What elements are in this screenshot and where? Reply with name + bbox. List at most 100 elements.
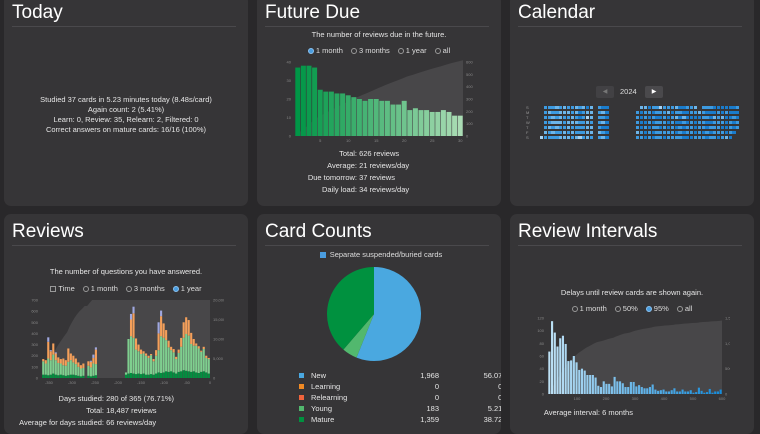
calendar-day[interactable] [682, 131, 686, 135]
calendar-day[interactable] [697, 121, 701, 125]
calendar-day[interactable] [678, 131, 682, 135]
calendar-day[interactable] [570, 121, 574, 125]
calendar-day[interactable] [705, 121, 709, 125]
calendar-day[interactable] [586, 126, 590, 130]
calendar-day[interactable] [601, 131, 605, 135]
calendar-day[interactable] [666, 136, 671, 140]
prev-year-button[interactable]: ◀ [596, 86, 614, 98]
calendar-day[interactable] [697, 136, 701, 140]
calendar-day[interactable] [574, 116, 578, 120]
calendar-day[interactable] [690, 111, 694, 115]
calendar-day[interactable] [559, 106, 563, 110]
calendar-day[interactable] [566, 121, 571, 125]
calendar-day[interactable] [690, 106, 694, 110]
calendar-day[interactable] [566, 116, 571, 120]
calendar-day[interactable] [601, 136, 605, 140]
calendar-day[interactable] [705, 111, 709, 115]
calendar-day[interactable] [559, 126, 563, 130]
calendar-day[interactable] [659, 116, 663, 120]
calendar-day[interactable] [690, 136, 694, 140]
calendar-day[interactable] [559, 136, 563, 140]
calendar-day[interactable] [693, 116, 698, 120]
calendar-day[interactable] [693, 136, 698, 140]
radio-icon[interactable] [350, 48, 357, 54]
calendar-day[interactable] [693, 131, 698, 135]
calendar-day[interactable] [582, 126, 586, 130]
radio-icon[interactable] [307, 48, 314, 54]
calendar-day[interactable] [701, 126, 705, 130]
calendar-day[interactable] [647, 126, 651, 130]
calendar-day[interactable] [589, 126, 594, 130]
calendar-day[interactable] [559, 131, 563, 135]
calendar-day[interactable] [724, 131, 728, 135]
calendar-day[interactable] [674, 111, 678, 115]
calendar-day[interactable] [605, 106, 609, 110]
calendar-day[interactable] [670, 126, 675, 130]
calendar-day[interactable] [666, 121, 671, 125]
calendar-day[interactable] [570, 131, 574, 135]
calendar-day[interactable] [543, 136, 547, 140]
calendar-day[interactable] [559, 121, 563, 125]
calendar-day[interactable] [663, 106, 667, 110]
calendar-day[interactable] [716, 121, 721, 125]
calendar-day[interactable] [555, 131, 559, 135]
calendar-day[interactable] [736, 106, 740, 110]
calendar-day[interactable] [555, 116, 559, 120]
calendar-day[interactable] [709, 106, 713, 110]
calendar-day[interactable] [686, 116, 690, 120]
calendar-day[interactable] [578, 106, 582, 110]
calendar-day[interactable] [647, 131, 651, 135]
calendar-day[interactable] [670, 121, 675, 125]
calendar-day[interactable] [597, 136, 601, 140]
calendar-day[interactable] [732, 111, 736, 115]
calendar-day[interactable] [693, 106, 698, 110]
calendar-day[interactable] [655, 136, 659, 140]
calendar-day[interactable] [736, 121, 740, 125]
calendar-day[interactable] [582, 136, 586, 140]
calendar-day[interactable] [647, 116, 651, 120]
calendar-day[interactable] [736, 126, 740, 130]
radio-icon[interactable] [125, 286, 132, 292]
calendar-day[interactable] [643, 106, 648, 110]
calendar-day[interactable] [586, 131, 590, 135]
calendar-day[interactable] [709, 131, 713, 135]
calendar-day[interactable] [643, 136, 648, 140]
calendar-day[interactable] [655, 126, 659, 130]
calendar-day[interactable] [690, 131, 694, 135]
calendar-day[interactable] [636, 121, 640, 125]
calendar-day[interactable] [586, 106, 590, 110]
calendar-day[interactable] [701, 106, 705, 110]
radio-icon[interactable] [434, 48, 441, 54]
calendar-day[interactable] [636, 136, 640, 140]
calendar-day[interactable] [720, 121, 725, 125]
calendar-day[interactable] [578, 126, 582, 130]
calendar-day[interactable] [651, 136, 655, 140]
calendar-day[interactable] [551, 106, 555, 110]
calendar-day[interactable] [562, 131, 567, 135]
calendar-day[interactable] [570, 126, 574, 130]
calendar-day[interactable] [562, 106, 567, 110]
calendar-day[interactable] [655, 106, 659, 110]
calendar-day[interactable] [539, 136, 544, 140]
calendar-day[interactable] [570, 116, 574, 120]
calendar-day[interactable] [636, 111, 640, 115]
calendar-day[interactable] [582, 111, 586, 115]
calendar-day[interactable] [597, 126, 601, 130]
calendar-day[interactable] [659, 136, 663, 140]
calendar-day[interactable] [551, 111, 555, 115]
calendar-day[interactable] [716, 126, 721, 130]
calendar-day[interactable] [713, 136, 717, 140]
calendar-day[interactable] [597, 106, 601, 110]
calendar-day[interactable] [713, 111, 717, 115]
calendar-day[interactable] [663, 111, 667, 115]
calendar-day[interactable] [651, 121, 655, 125]
calendar-day[interactable] [651, 131, 655, 135]
calendar-day[interactable] [601, 111, 605, 115]
calendar-day[interactable] [670, 116, 675, 120]
calendar-day[interactable] [605, 126, 609, 130]
calendar-day[interactable] [693, 121, 698, 125]
calendar-day[interactable] [605, 136, 609, 140]
radio-icon[interactable] [645, 306, 652, 312]
calendar-day[interactable] [643, 126, 648, 130]
calendar-day[interactable] [582, 106, 586, 110]
